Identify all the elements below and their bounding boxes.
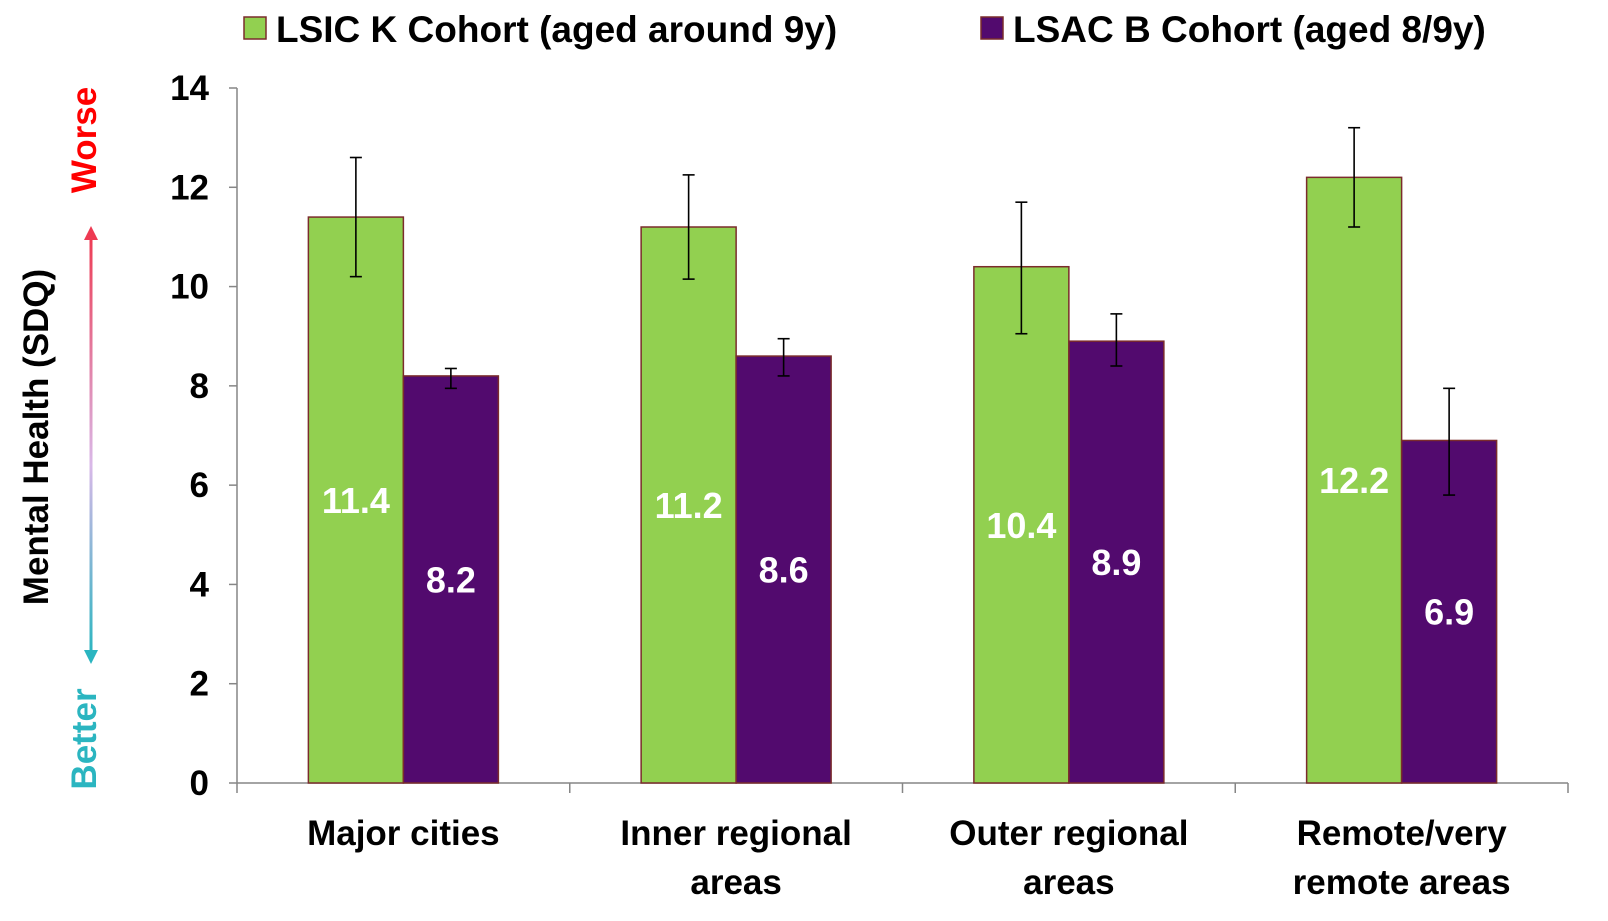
data-label-lsic: 10.4 <box>986 505 1056 546</box>
y-axis-title: Mental Health (SDQ) Better Worse <box>17 87 104 790</box>
legend-label-lsac: LSAC B Cohort (aged 8/9y) <box>1013 9 1486 50</box>
better-arrow-head <box>84 650 98 664</box>
better-label: Better <box>65 688 104 790</box>
legend-swatch-lsic <box>243 16 267 40</box>
data-label-lsac: 8.6 <box>759 550 809 591</box>
legend-swatch-lsac <box>980 16 1004 40</box>
category-label: remote areas <box>1293 863 1511 902</box>
data-label-lsac: 6.9 <box>1424 592 1474 633</box>
data-label-lsic: 12.2 <box>1319 460 1389 501</box>
legend: LSIC K Cohort (aged around 9y) LSAC B Co… <box>243 9 1486 50</box>
worse-label: Worse <box>65 87 104 193</box>
category-label: Remote/very <box>1297 814 1508 853</box>
category-label: Major cities <box>307 814 500 853</box>
y-tick-label: 12 <box>170 168 209 207</box>
better-worse-arrow-shaft <box>89 234 93 654</box>
bar-lsac <box>1068 340 1165 784</box>
category-label: Inner regional <box>620 814 851 853</box>
y-tick-label: 14 <box>170 69 209 108</box>
y-tick-label: 4 <box>190 565 210 604</box>
bar-lsac <box>735 355 832 784</box>
worse-arrow-head <box>84 226 98 240</box>
category-label: Outer regional <box>949 814 1188 853</box>
data-label-lsac: 8.2 <box>426 559 476 600</box>
category-label: areas <box>1023 863 1114 902</box>
category-label: areas <box>690 863 781 902</box>
data-label-lsic: 11.2 <box>655 485 723 526</box>
data-label-lsic: 11.4 <box>322 480 390 521</box>
data-label-lsac: 8.9 <box>1091 542 1141 583</box>
category-labels: Major cities Inner regional areas Outer reg… <box>307 814 1511 902</box>
y-tick-label: 0 <box>190 764 209 803</box>
y-axis-label: Mental Health (SDQ) <box>17 269 56 605</box>
y-tick-label: 6 <box>190 466 209 505</box>
bar-lsic <box>1305 176 1403 784</box>
bar-lsac <box>402 375 500 784</box>
bars: 11.4 8.2 11.2 8.6 10.4 8.9 12.2 6.9 <box>307 126 1498 784</box>
legend-label-lsic: LSIC K Cohort (aged around 9y) <box>276 9 837 50</box>
y-tick-label: 10 <box>170 268 209 307</box>
bar-lsic <box>973 265 1070 784</box>
y-tick-label: 2 <box>190 665 209 704</box>
bar-lsic <box>307 216 405 784</box>
y-tick-label: 8 <box>190 367 209 406</box>
